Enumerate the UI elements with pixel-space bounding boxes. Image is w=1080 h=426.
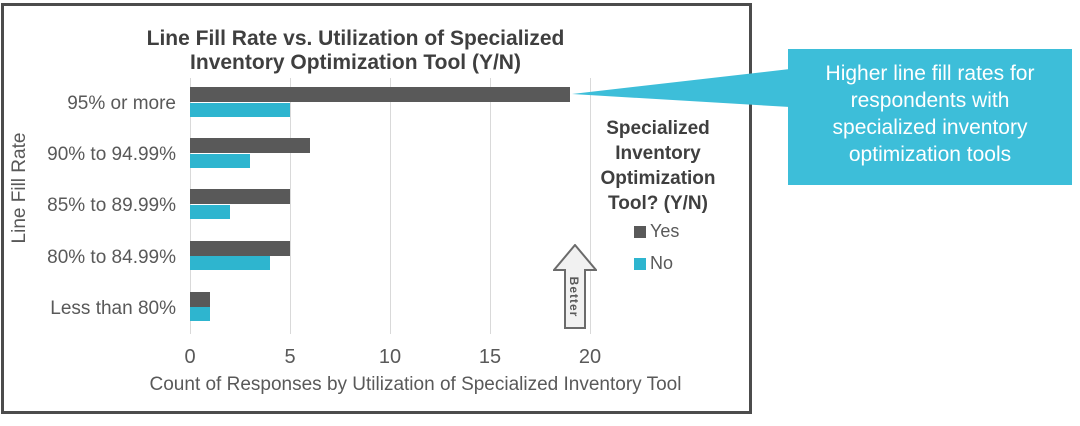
legend-title-line: Optimization: [600, 168, 716, 189]
x-tick-label-10: 10: [378, 346, 402, 368]
gridline-10: [389, 78, 391, 334]
x-tick-label-5: 5: [284, 346, 296, 368]
legend-title-line: Tool? (Y/N): [608, 193, 708, 214]
category-label: 85% to 89.99%: [47, 195, 176, 217]
callout-text-line: optimization tools: [848, 143, 1012, 166]
bar-no-row2: [190, 204, 230, 219]
callout-box: Higher line fill rates for respondents wi…: [788, 49, 1072, 185]
chart-title-line: Inventory Optimization Tool (Y/N): [190, 51, 521, 74]
legend-title-line: Inventory: [615, 143, 701, 164]
bar-no-row0: [190, 102, 290, 117]
x-tick-label-0: 0: [184, 346, 196, 368]
chart-frame: [1, 3, 752, 414]
legend-swatch-yes: [634, 225, 646, 238]
bar-yes-row2: [190, 189, 290, 205]
bar-yes-row4: [190, 291, 210, 307]
better-up-arrow-icon: [553, 244, 597, 329]
x-tick-label-15: 15: [478, 346, 502, 368]
better-arrow-label: Better: [567, 276, 581, 318]
bar-yes-row1: [190, 138, 310, 154]
x-axis-title: Count of Responses by Utilization of Spe…: [149, 374, 682, 395]
bar-yes-row3: [190, 240, 290, 256]
x-tick-label-20: 20: [578, 346, 602, 368]
chart-title: Line Fill Rate vs. Utilization of Specia…: [103, 27, 608, 75]
category-label: 80% to 84.99%: [47, 246, 176, 268]
gridline-5: [289, 78, 291, 334]
bar-no-row3: [190, 256, 270, 271]
bar-no-row1: [190, 153, 250, 168]
category-label: 90% to 94.99%: [47, 144, 176, 166]
callout-text: Higher line fill rates for respondents wi…: [788, 49, 1072, 168]
callout-text-line: specialized inventory: [832, 116, 1028, 139]
gridline-15: [489, 78, 491, 334]
bar-yes-row0: [190, 87, 570, 102]
legend-item-label: Yes: [650, 221, 680, 241]
category-label: Less than 80%: [50, 297, 176, 319]
legend-item-label: No: [650, 253, 674, 273]
callout-pointer-icon: [572, 69, 790, 107]
category-label: 95% or more: [67, 93, 176, 114]
chart-title-line: Line Fill Rate vs. Utilization of Specia…: [146, 27, 565, 50]
gridline-20: [589, 78, 591, 334]
legend-item-no: No: [634, 253, 673, 274]
bar-no-row4: [190, 307, 210, 322]
legend-item-yes: Yes: [634, 221, 679, 242]
legend-title-line: Specialized: [606, 118, 710, 139]
legend-swatch-no: [634, 257, 646, 270]
callout-text-line: respondents with: [850, 89, 1010, 112]
legend-title: Specialized Inventory Optimization Tool? (Y…: [578, 116, 738, 216]
callout-text-line: Higher line fill rates for: [825, 62, 1035, 85]
